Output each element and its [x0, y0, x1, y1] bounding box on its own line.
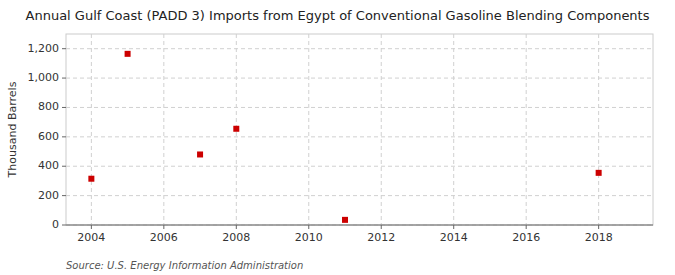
tick-y — [62, 166, 66, 167]
tick-x — [163, 225, 164, 229]
grid-line-y — [66, 48, 653, 49]
point — [88, 176, 94, 182]
tick-label-x: 2014 — [440, 231, 468, 244]
grid-line-x — [598, 34, 599, 225]
tick-label-x: 2010 — [295, 231, 323, 244]
tick-x — [598, 225, 599, 229]
axis-line-x — [66, 225, 653, 226]
tick-label-y: 400 — [38, 159, 59, 172]
tick-label-y: 0 — [52, 218, 59, 231]
chart: 0 200 400 600 800 1,000 1,200 2004 2006 2008 2010 2… — [0, 0, 675, 275]
point — [125, 51, 131, 57]
tick-label-x: 2004 — [77, 231, 105, 244]
chart-container: 0 200 400 600 800 1,000 1,200 2004 2006 2008 2010 2… — [0, 0, 675, 275]
points — [88, 51, 601, 223]
point — [596, 170, 602, 176]
tick-label-x: 2006 — [150, 231, 178, 244]
tick-label-x: 2008 — [222, 231, 250, 244]
plot-frame — [66, 34, 653, 225]
tick-label-x: 2012 — [367, 231, 395, 244]
grid-line-x — [526, 34, 527, 225]
annotation: Source: U.S. Energy Information Administ… — [66, 260, 303, 271]
tick-label-y: 600 — [38, 130, 59, 143]
tick-x — [381, 225, 382, 229]
tick-x — [308, 225, 309, 229]
tick-label-x: 2016 — [512, 231, 540, 244]
tick-y — [62, 195, 66, 196]
grid-line-y — [66, 107, 653, 108]
tick-label-y: 1,200 — [28, 42, 60, 55]
tick-y — [62, 225, 66, 226]
axis-label-y: Thousand Barrels — [6, 81, 19, 178]
grid-line-y — [66, 166, 653, 167]
grid-line-x — [381, 34, 382, 225]
grid-line-x — [308, 34, 309, 225]
point — [233, 126, 239, 132]
tick-label-y: 1,000 — [28, 71, 60, 84]
tick-label-x: 2018 — [585, 231, 613, 244]
tick-x — [526, 225, 527, 229]
tick-x — [91, 225, 92, 229]
tick-x — [236, 225, 237, 229]
tick-y — [62, 136, 66, 137]
tick-y — [62, 48, 66, 49]
tick-x — [453, 225, 454, 229]
grid-line-x — [91, 34, 92, 225]
axes: 0 200 400 600 800 1,000 1,200 2004 2006 2008 2010 2… — [28, 34, 654, 244]
tick-y — [62, 78, 66, 79]
grid-line-y — [66, 195, 653, 196]
title: Annual Gulf Coast (PADD 3) Imports from … — [26, 8, 650, 23]
grid-line-y — [66, 136, 653, 137]
grid-line-x — [163, 34, 164, 225]
grid-line-y — [66, 225, 653, 226]
point — [342, 217, 348, 223]
tick-y — [62, 107, 66, 108]
point — [197, 151, 203, 157]
grid-line-y — [66, 78, 653, 79]
tick-label-y: 800 — [38, 100, 59, 113]
tick-label-y: 200 — [38, 189, 59, 202]
grid-line-x — [453, 34, 454, 225]
